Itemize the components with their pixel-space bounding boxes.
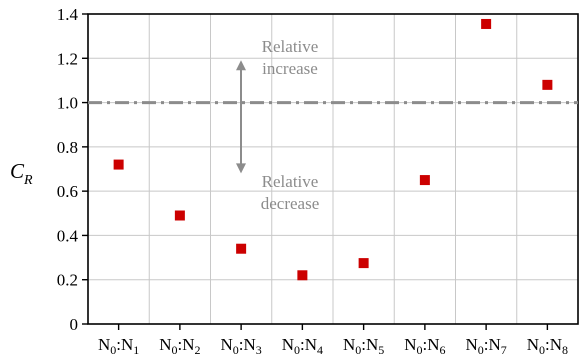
annotation-decrease-line1: Relative (262, 172, 319, 191)
x-tick-label-part: N (366, 335, 378, 354)
data-points (113, 18, 553, 281)
x-tick-label-part: : (300, 335, 305, 354)
x-tick-label-part: : (484, 335, 489, 354)
y-tick-label: 0.2 (57, 271, 78, 290)
x-tick-label-part: 0 (478, 343, 484, 357)
plot-frame (87, 13, 579, 325)
annotation-decrease-line2: decrease (261, 194, 320, 213)
y-tick-label: 0.4 (57, 226, 79, 245)
data-point (358, 258, 369, 269)
y-tick-label: 0 (70, 315, 79, 334)
x-tick-label-part: 0 (233, 343, 239, 357)
annotation-increase-line2: increase (262, 59, 318, 78)
arrow-up-head (236, 60, 246, 71)
x-tick-label-part: : (178, 335, 183, 354)
grid (88, 14, 578, 324)
x-tick-label-part: : (361, 335, 366, 354)
x-tick-label-part: N (465, 335, 477, 354)
x-tick-label-part: N (282, 335, 294, 354)
x-tick-label-part: 4 (317, 343, 323, 357)
x-tick-label-part: N (527, 335, 539, 354)
data-point (236, 243, 247, 254)
x-tick-label-part: N (427, 335, 439, 354)
x-tick-label-part: 2 (195, 343, 201, 357)
x-tick-label-part: N (550, 335, 562, 354)
data-point (542, 79, 553, 90)
y-axis-label-sub: R (23, 173, 33, 188)
data-point (297, 270, 308, 281)
x-tick-label-part: N (159, 335, 171, 354)
arrow-down-head (236, 163, 246, 174)
y-tick-label: 0.8 (57, 138, 78, 157)
x-tick-label-part: 1 (133, 343, 139, 357)
x-tick-label-part: 0 (539, 343, 545, 357)
x-tick-label: N0:N4 (282, 335, 323, 357)
x-tick-label-part: N (488, 335, 500, 354)
axes (82, 13, 579, 330)
annotation-increase-line1: Relative (262, 37, 319, 56)
x-tick-label-part: 0 (355, 343, 361, 357)
x-tick-label-part: 8 (562, 343, 568, 357)
x-tick-label: N0:N2 (159, 335, 200, 357)
data-point (113, 159, 124, 170)
x-tick-label: N0:N1 (98, 335, 139, 357)
y-tick-label: 1.0 (57, 94, 78, 113)
x-tick-label-part: : (239, 335, 244, 354)
x-tick-label: N0:N8 (527, 335, 568, 357)
x-tick-label-part: N (243, 335, 255, 354)
x-tick-label-part: 0 (417, 343, 423, 357)
x-tick-label-part: 0 (110, 343, 116, 357)
x-tick-label-part: N (182, 335, 194, 354)
x-tick-label-part: N (121, 335, 133, 354)
x-tick-label: N0:N6 (404, 335, 445, 357)
annotation-group: Relative increase Relative decrease (236, 37, 319, 213)
y-axis-label-main: C (10, 159, 25, 183)
x-tick-label-part: N (98, 335, 110, 354)
y-tick-label: 1.4 (57, 5, 79, 24)
x-tick-label-part: N (220, 335, 232, 354)
x-tick-label-part: : (545, 335, 550, 354)
x-tick-label: N0:N3 (220, 335, 261, 357)
x-tick-label-part: 7 (501, 343, 507, 357)
y-axis-label: CR (10, 159, 33, 188)
x-tick-label-part: N (305, 335, 317, 354)
x-tick-label-part: 0 (172, 343, 178, 357)
data-point (419, 175, 430, 186)
x-tick-label-part: N (404, 335, 416, 354)
x-tick-label-part: : (423, 335, 428, 354)
x-tick-label-part: N (343, 335, 355, 354)
x-tick-label: N0:N7 (465, 335, 506, 357)
x-tick-label-part: : (116, 335, 121, 354)
x-tick-label-part: 3 (256, 343, 262, 357)
y-tick-label: 1.2 (57, 49, 78, 68)
tick-labels: 00.20.40.60.81.01.21.4N0:N1 N0:N2 N0:N3 N0:… (57, 5, 568, 357)
data-point (174, 210, 185, 221)
x-tick-label-part: 5 (378, 343, 384, 357)
data-point (481, 18, 492, 29)
x-tick-label-part: 0 (294, 343, 300, 357)
y-tick-label: 0.6 (57, 182, 78, 201)
x-tick-label: N0:N5 (343, 335, 384, 357)
x-tick-label-part: 6 (440, 343, 446, 357)
